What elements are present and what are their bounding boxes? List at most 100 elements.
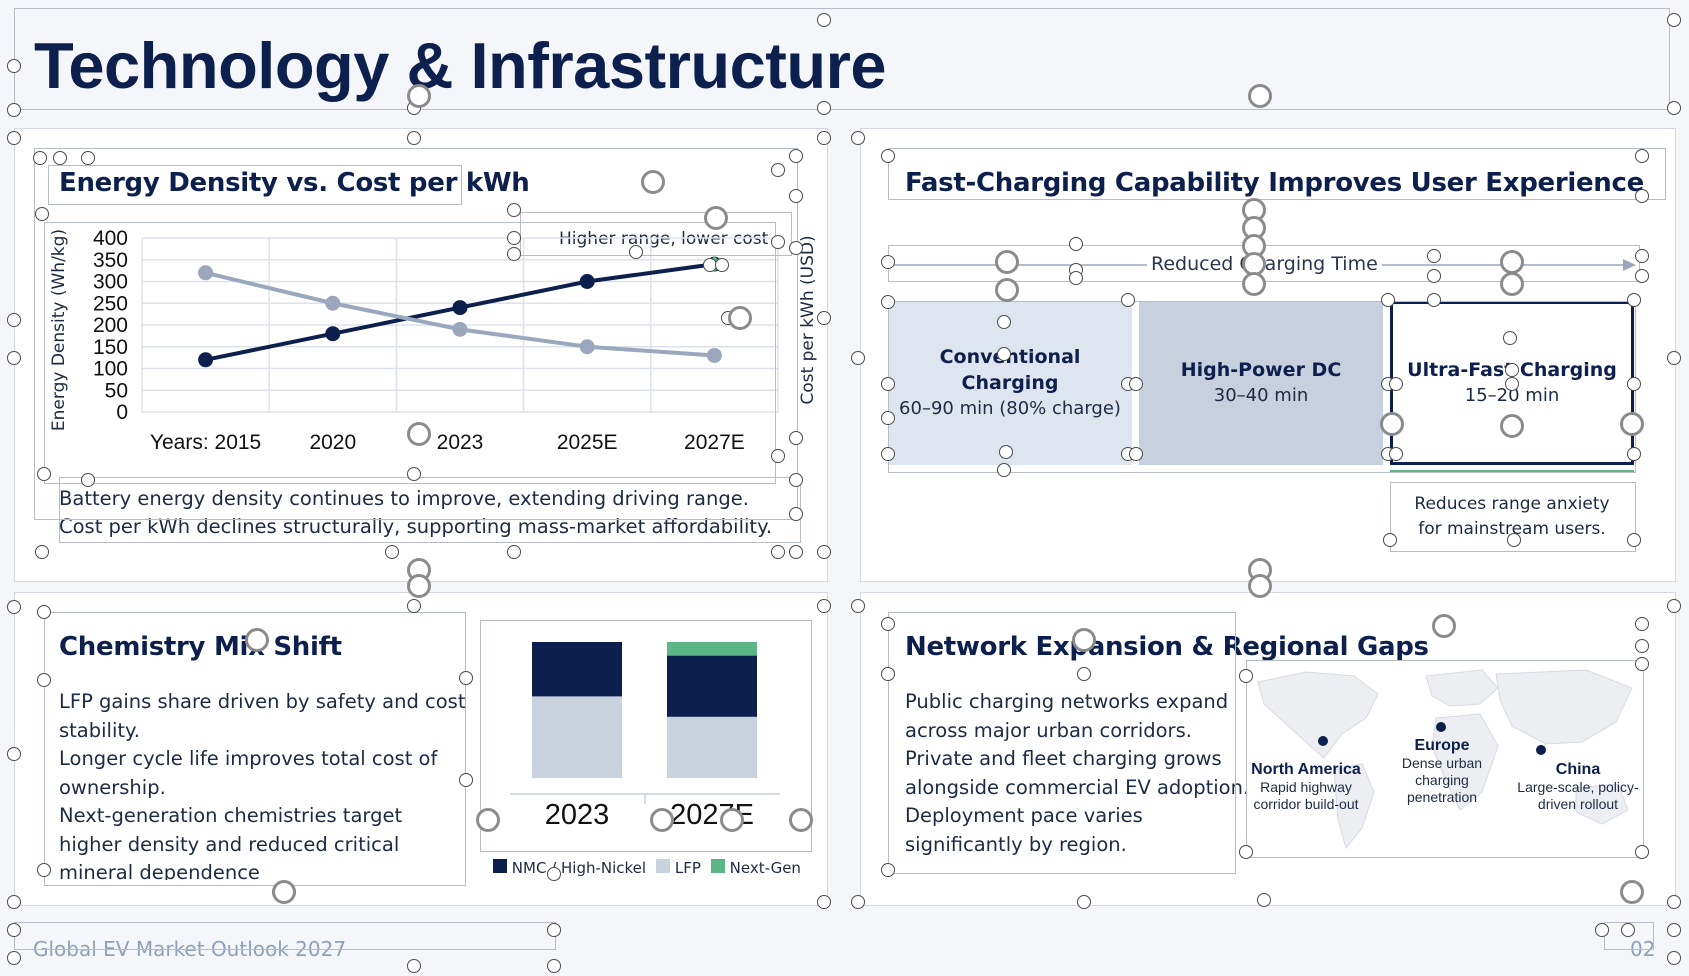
rotate-handle[interactable]: [407, 422, 431, 446]
network-bullet-1[interactable]: Public charging networks expand across m…: [905, 690, 1229, 742]
resize-handle[interactable]: [1389, 377, 1403, 391]
resize-handle[interactable]: [1621, 923, 1635, 937]
resize-handle[interactable]: [1121, 293, 1135, 307]
resize-handle[interactable]: [851, 895, 865, 909]
slide-title[interactable]: Technology & Infrastructure: [34, 29, 887, 102]
resize-handle[interactable]: [789, 545, 803, 559]
resize-handle[interactable]: [407, 131, 421, 145]
resize-handle[interactable]: [997, 315, 1011, 329]
resize-handle[interactable]: [1389, 447, 1403, 461]
rotate-handle[interactable]: [245, 628, 269, 652]
resize-handle[interactable]: [881, 149, 895, 163]
resize-handle[interactable]: [1427, 249, 1441, 263]
resize-handle[interactable]: [1667, 923, 1681, 937]
resize-handle[interactable]: [1505, 363, 1519, 377]
resize-handle[interactable]: [1627, 447, 1641, 461]
card-conventional[interactable]: Conventional Charging 60–90 min (80% cha…: [888, 301, 1132, 465]
resize-handle[interactable]: [1635, 639, 1649, 653]
resize-handle[interactable]: [81, 473, 95, 487]
series-1-point[interactable]: [706, 347, 722, 363]
resize-handle[interactable]: [53, 151, 67, 165]
resize-handle[interactable]: [547, 867, 561, 881]
world-map[interactable]: [1246, 660, 1642, 856]
resize-handle[interactable]: [1129, 377, 1143, 391]
energy-caption-1[interactable]: Battery energy density continues to impr…: [59, 487, 749, 510]
region-europe[interactable]: Europe Dense urban charging penetration: [1396, 737, 1488, 806]
resize-handle[interactable]: [1627, 377, 1641, 391]
resize-handle[interactable]: [999, 445, 1013, 459]
network-bullet-2[interactable]: Private and fleet charging grows alongsi…: [905, 747, 1250, 799]
rotate-handle[interactable]: [650, 808, 674, 832]
resize-handle[interactable]: [1635, 845, 1649, 859]
rotate-handle[interactable]: [1248, 574, 1272, 598]
rotate-handle[interactable]: [1500, 414, 1524, 438]
resize-handle[interactable]: [789, 189, 803, 203]
resize-handle[interactable]: [851, 599, 865, 613]
resize-handle[interactable]: [771, 545, 785, 559]
rotate-handle[interactable]: [995, 278, 1019, 302]
resize-handle[interactable]: [1077, 667, 1091, 681]
resize-handle[interactable]: [1427, 293, 1441, 307]
resize-handle[interactable]: [817, 311, 831, 325]
chemistry-bullet-2[interactable]: Longer cycle life improves total cost of…: [59, 747, 438, 799]
rotate-handle[interactable]: [720, 808, 744, 832]
resize-handle[interactable]: [1239, 845, 1253, 859]
resize-handle[interactable]: [715, 258, 729, 272]
series-1-point[interactable]: [579, 339, 595, 355]
resize-handle[interactable]: [789, 241, 803, 255]
resize-handle[interactable]: [817, 101, 831, 115]
resize-handle[interactable]: [1635, 189, 1649, 203]
series-0-point[interactable]: [198, 352, 214, 368]
card-high-power[interactable]: High-Power DC 30–40 min: [1139, 301, 1383, 465]
bar-segment-1[interactable]: [532, 696, 622, 778]
resize-handle[interactable]: [1077, 895, 1091, 909]
resize-handle[interactable]: [1635, 149, 1649, 163]
resize-handle[interactable]: [881, 617, 895, 631]
resize-handle[interactable]: [789, 473, 803, 487]
resize-handle[interactable]: [7, 131, 21, 145]
resize-handle[interactable]: [507, 247, 521, 261]
chemistry-legend[interactable]: NMC / High-Nickel LFP Next-Gen: [493, 859, 801, 877]
rotate-handle[interactable]: [1380, 412, 1404, 436]
resize-handle[interactable]: [1627, 533, 1641, 547]
resize-handle[interactable]: [1383, 533, 1397, 547]
rotate-handle[interactable]: [789, 808, 813, 832]
resize-handle[interactable]: [851, 351, 865, 365]
resize-handle[interactable]: [789, 507, 803, 521]
resize-handle[interactable]: [629, 245, 643, 259]
charging-panel-title[interactable]: Fast-Charging Capability Improves User E…: [905, 168, 1644, 198]
resize-handle[interactable]: [789, 431, 803, 445]
resize-handle[interactable]: [881, 447, 895, 461]
resize-handle[interactable]: [37, 605, 51, 619]
series-1-point[interactable]: [198, 265, 214, 281]
charging-note[interactable]: Reduces range anxiety for mainstream use…: [1414, 494, 1610, 539]
resize-handle[interactable]: [1069, 237, 1083, 251]
resize-handle[interactable]: [1239, 669, 1253, 683]
resize-handle[interactable]: [881, 667, 895, 681]
energy-panel-title[interactable]: Energy Density vs. Cost per kWh: [59, 168, 530, 198]
rotate-handle[interactable]: [1500, 250, 1524, 274]
resize-handle[interactable]: [7, 103, 21, 117]
resize-handle[interactable]: [1381, 293, 1395, 307]
rotate-handle[interactable]: [641, 170, 665, 194]
resize-handle[interactable]: [507, 231, 521, 245]
resize-handle[interactable]: [817, 895, 831, 909]
region-china[interactable]: China Large-scale, policy-driven rollout: [1510, 761, 1646, 813]
rotate-handle[interactable]: [1432, 614, 1456, 638]
energy-caption-2[interactable]: Cost per kWh declines structurally, supp…: [59, 515, 773, 538]
bar-segment-1[interactable]: [667, 716, 757, 778]
series-0-point[interactable]: [452, 300, 468, 316]
china-dot[interactable]: [1536, 745, 1546, 755]
resize-handle[interactable]: [1069, 271, 1083, 285]
resize-handle[interactable]: [81, 151, 95, 165]
resize-handle[interactable]: [385, 545, 399, 559]
resize-handle[interactable]: [789, 149, 803, 163]
resize-handle[interactable]: [7, 923, 21, 937]
resize-handle[interactable]: [1667, 895, 1681, 909]
resize-handle[interactable]: [1427, 269, 1441, 283]
resize-handle[interactable]: [817, 599, 831, 613]
rotate-handle[interactable]: [476, 808, 500, 832]
resize-handle[interactable]: [1505, 377, 1519, 391]
resize-handle[interactable]: [407, 599, 421, 613]
series-1-point[interactable]: [452, 321, 468, 337]
